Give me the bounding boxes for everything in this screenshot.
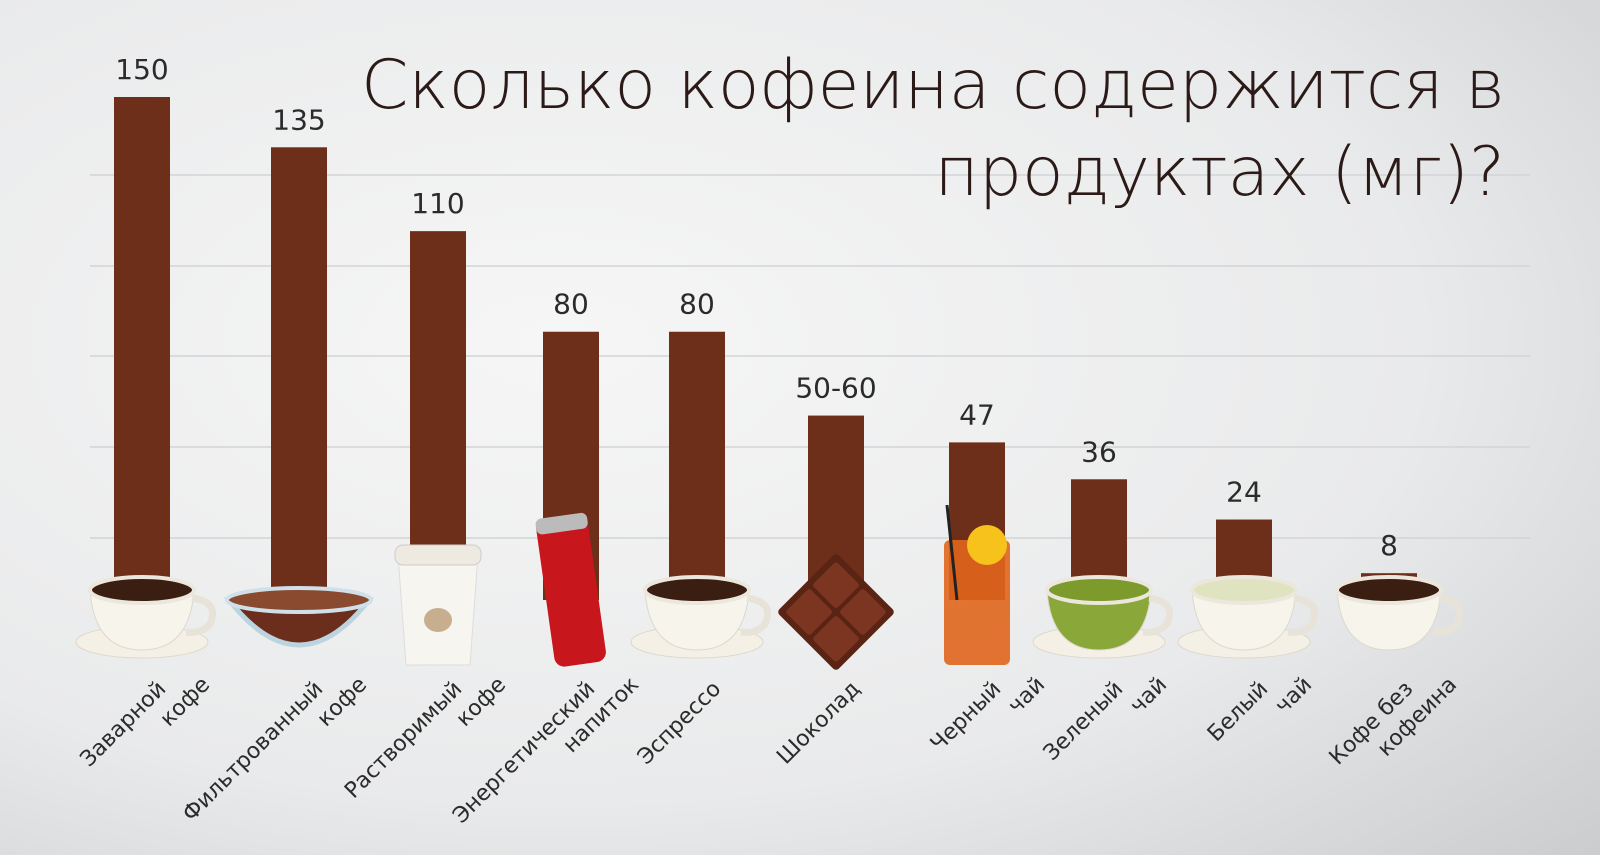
bar	[410, 231, 466, 600]
chocolate-piece	[786, 589, 832, 635]
cup-logo	[424, 608, 452, 632]
cup-lid	[394, 544, 482, 566]
chocolate-piece	[813, 616, 859, 662]
chart-title: продуктах (мг)?	[934, 133, 1505, 212]
cup-body	[644, 589, 750, 651]
value-label: 80	[679, 288, 715, 321]
icon-can	[536, 513, 606, 667]
cup-handle	[1142, 594, 1174, 636]
value-label: 24	[1226, 476, 1262, 509]
can-top	[535, 512, 588, 535]
chocolate	[778, 554, 894, 670]
cup-liquid	[1335, 575, 1443, 605]
value-label: 47	[959, 398, 995, 431]
cup-body	[1336, 589, 1442, 651]
icon-glass	[944, 540, 1010, 665]
value-label: 8	[1380, 529, 1398, 562]
chart-title: Сколько кофеина содержится в	[361, 46, 1505, 125]
cup-handle	[185, 594, 217, 636]
value-label: 150	[115, 53, 168, 86]
value-label: 135	[272, 103, 325, 136]
cup-handle	[1432, 594, 1464, 636]
lemon	[967, 525, 1007, 565]
value-label: 80	[553, 288, 589, 321]
cup-handle	[1287, 594, 1319, 636]
chocolate-piece	[813, 562, 859, 608]
cup-liquid	[643, 575, 751, 605]
cup-body	[1191, 589, 1297, 651]
cup-body	[1046, 589, 1152, 651]
cup-liquid	[1045, 575, 1153, 605]
cup-handle	[740, 594, 772, 636]
straw	[945, 504, 959, 601]
cup-liquid	[88, 575, 196, 605]
chocolate-piece	[840, 589, 886, 635]
bar	[669, 331, 725, 600]
cup-body	[89, 589, 195, 651]
cup-liquid	[1190, 575, 1298, 605]
value-label: 36	[1081, 435, 1117, 468]
value-label: 110	[411, 187, 464, 220]
bar	[271, 147, 327, 601]
value-label: 50-60	[795, 372, 876, 405]
icon-chocolate	[778, 554, 894, 670]
bowl-rim	[225, 586, 373, 614]
bar	[114, 97, 170, 600]
